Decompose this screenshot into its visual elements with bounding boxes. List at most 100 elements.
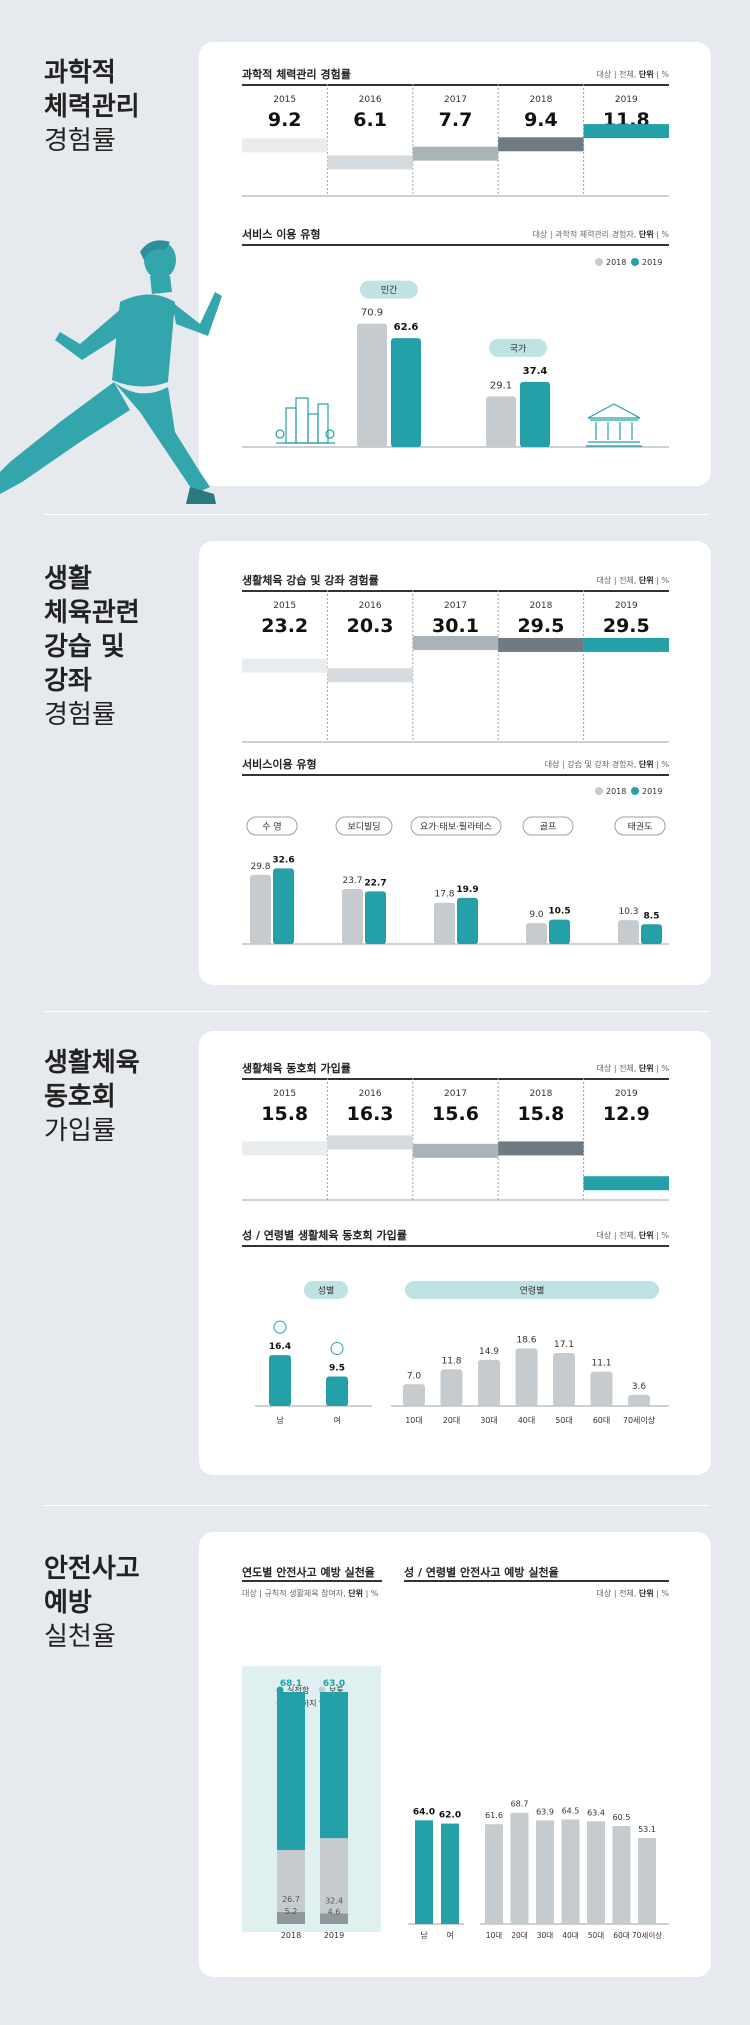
bar <box>498 137 584 152</box>
data-label: 23.7 <box>342 876 362 886</box>
bar <box>638 1837 656 1924</box>
bar <box>391 338 421 447</box>
section-subtitle: 경험률 <box>44 126 116 156</box>
bar <box>415 1820 433 1924</box>
bar <box>590 1371 613 1406</box>
bar-segment <box>277 1692 305 1850</box>
data-label: 53.1 <box>638 1825 656 1834</box>
tick-label: 30대 <box>480 1416 498 1425</box>
bar <box>478 1359 500 1406</box>
tick-label: 2019 <box>615 95 638 105</box>
data-label: 15.8 <box>261 1103 308 1125</box>
legend-label: 2019 <box>642 258 662 267</box>
tick-label: 2017 <box>444 1089 467 1099</box>
tick-label: 2018 <box>529 1089 552 1099</box>
chart-title: 생활체육 동호회 가입률 <box>242 1062 351 1075</box>
bar <box>457 897 478 944</box>
bar <box>326 1376 348 1406</box>
legend-label: 2019 <box>642 787 662 796</box>
bar <box>441 1823 459 1924</box>
category-pill <box>335 816 393 836</box>
tick-label: 2016 <box>359 1089 382 1099</box>
bar <box>553 1352 575 1406</box>
chart-title: 생활체육 강습 및 강좌 경험률 <box>242 574 379 587</box>
bar <box>486 396 516 447</box>
tick-label: 2018 <box>281 1931 301 1940</box>
bar <box>242 1141 328 1156</box>
legend-label: 실천함 <box>287 1685 310 1695</box>
section-title-line: 강습 및 <box>44 632 125 662</box>
section-divider <box>44 1011 710 1012</box>
chart-note: 대상 | 전체, 단위 | % <box>596 1589 669 1598</box>
category-label: 요가·태보·필라테스 <box>420 821 492 833</box>
data-label: 61.6 <box>485 1811 503 1820</box>
legend-marker <box>595 258 603 266</box>
section-subtitle: 경험률 <box>44 700 116 730</box>
section-divider <box>44 1505 710 1506</box>
category-pill <box>360 280 418 299</box>
person-icon <box>273 1320 287 1334</box>
data-label: 37.4 <box>523 366 548 377</box>
bar <box>587 1821 605 1924</box>
bar <box>412 635 499 650</box>
bar-segment <box>320 1838 348 1914</box>
section-title-line: 생활 <box>44 564 92 594</box>
tick-label: 남 <box>276 1416 284 1425</box>
bar-segment <box>320 1692 348 1839</box>
data-label: 14.9 <box>479 1347 499 1357</box>
chart-rule <box>242 1078 669 1080</box>
data-label: 29.8 <box>250 862 270 872</box>
legend-marker <box>631 787 639 795</box>
chart-title: 성 / 연령별 안전사고 예방 실천율 <box>404 1566 559 1579</box>
legend-label: 2018 <box>606 258 626 267</box>
chart-rule <box>404 1580 669 1582</box>
data-label: 22.7 <box>364 878 386 888</box>
category-label: 보디빌딩 <box>347 822 380 833</box>
bar <box>628 1394 650 1406</box>
legend-label: 실천하지 않음 <box>287 1698 334 1708</box>
bar <box>510 1812 529 1924</box>
category-label: 국가 <box>510 343 527 354</box>
tick-label: 10대 <box>486 1931 503 1940</box>
data-label: 64.5 <box>562 1807 580 1816</box>
bar <box>403 1384 425 1406</box>
legend-marker <box>276 1686 284 1694</box>
data-label: 18.6 <box>516 1335 536 1345</box>
chart-title: 성 / 연령별 생활체육 동호회 가입률 <box>242 1229 407 1242</box>
chart-title: 과학적 체력관리 경험률 <box>242 68 351 81</box>
data-label: 8.5 <box>644 911 660 921</box>
section-subtitle: 가입률 <box>44 1116 116 1146</box>
tick-label: 2015 <box>273 95 296 105</box>
tick-label: 여 <box>333 1415 340 1425</box>
data-label: 17.1 <box>554 1340 574 1350</box>
tick-label: 60대 <box>593 1416 611 1425</box>
tick-label: 70세이상 <box>623 1415 656 1425</box>
data-label: 62.6 <box>394 322 419 333</box>
tick-label: 50대 <box>588 1931 605 1940</box>
data-label: 63.4 <box>587 1808 605 1817</box>
bar <box>549 919 570 944</box>
data-label: 23.2 <box>261 615 308 637</box>
chart-title: 서비스 이용 유형 <box>242 228 321 241</box>
data-label: 30.1 <box>432 615 479 637</box>
bar <box>242 658 328 673</box>
person-icon <box>330 1342 344 1356</box>
legend-label: 2018 <box>606 787 626 796</box>
data-label: 64.0 <box>413 1807 435 1817</box>
category-label: 민간 <box>381 285 398 296</box>
data-label: 7.0 <box>407 1371 422 1381</box>
category-pill <box>304 1281 348 1299</box>
section-title-line: 체육관련 <box>44 598 140 628</box>
bar <box>498 637 584 652</box>
section-title-line: 생활체육 <box>44 1048 140 1078</box>
bar <box>365 891 386 944</box>
bar <box>641 924 662 944</box>
bar <box>515 1348 538 1406</box>
